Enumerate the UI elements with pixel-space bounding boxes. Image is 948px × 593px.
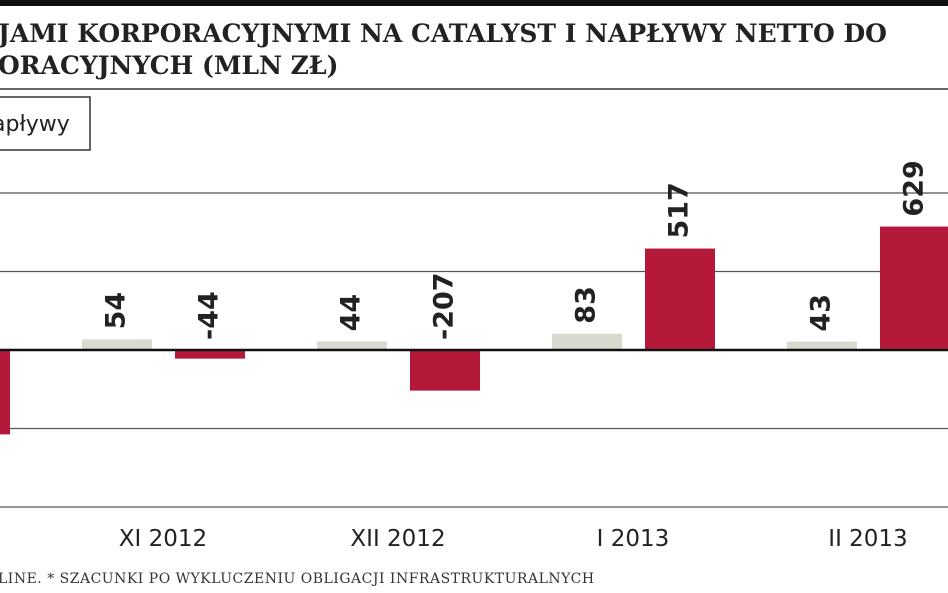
bar <box>82 339 152 351</box>
bar <box>645 248 715 351</box>
x-tick-label: II 2013 <box>828 526 907 552</box>
chart-title: JAMI KORPORACYJNYMI NA CATALYST I NAPŁYW… <box>0 19 887 48</box>
x-tick-label: XI 2012 <box>119 526 207 552</box>
bar <box>175 350 245 359</box>
top-bar <box>0 0 948 6</box>
x-tick-label: I 2013 <box>597 526 670 552</box>
chart-title: ORACYJNYCH (MLN ZŁ) <box>0 51 338 80</box>
value-label: 43 <box>806 294 837 332</box>
value-label: 44 <box>336 294 367 332</box>
bar <box>552 333 622 351</box>
value-label: -207 <box>429 272 460 340</box>
value-label: 629 <box>899 160 930 216</box>
bar <box>880 226 948 351</box>
legend-label: apływy <box>0 112 70 137</box>
legend-box <box>0 96 91 151</box>
value-label: 54 <box>101 292 132 330</box>
value-label: 517 <box>664 182 695 238</box>
bar <box>410 350 480 391</box>
footnote: LINE. * SZACUNKI PO WYKLUCZENIU OBLIGACJ… <box>0 571 595 587</box>
bar <box>787 341 857 351</box>
bar <box>317 341 387 351</box>
x-tick-label: XII 2012 <box>350 526 445 552</box>
value-label: 83 <box>571 286 602 324</box>
bar <box>0 350 10 435</box>
value-label: -44 <box>194 291 225 340</box>
